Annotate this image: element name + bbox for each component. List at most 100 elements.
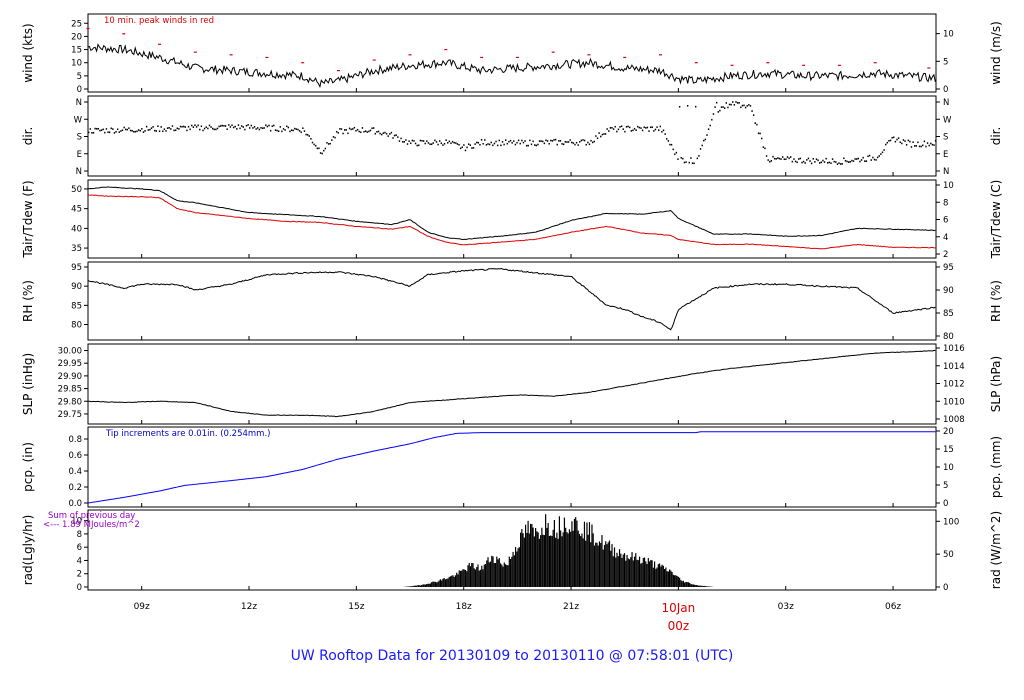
dir-point (405, 139, 407, 141)
dir-point (575, 141, 578, 144)
rad-annotation-line: Sum of previous day (48, 511, 135, 521)
dir-point (255, 128, 257, 130)
dir-point (717, 111, 719, 113)
dir-point (516, 141, 518, 144)
dir-point (509, 139, 512, 142)
dir-point (321, 152, 323, 155)
dir-point (419, 139, 422, 142)
dir-point (719, 109, 721, 112)
dir-point (622, 128, 624, 130)
dir-point (232, 126, 235, 129)
y-tick-label-right: 6 (943, 216, 948, 226)
dir-point (313, 143, 315, 146)
dir-point (546, 140, 549, 142)
dir-point (643, 126, 645, 129)
dir-point (406, 143, 409, 145)
peak-wind-mark (480, 56, 484, 59)
dir-point (464, 149, 467, 152)
dir-point (693, 162, 695, 165)
dir-point (298, 130, 301, 132)
dir-point (677, 158, 679, 160)
dir-point (556, 143, 558, 146)
dir-point (583, 139, 586, 142)
dir-point (625, 125, 628, 128)
dir-point (810, 162, 813, 165)
rad-annotation-line: <--- 1.89 MJoules/m^2 (43, 520, 140, 530)
dir-point (261, 127, 264, 130)
dir-point (226, 128, 228, 130)
series-dir-0 (88, 101, 937, 165)
dir-point (306, 134, 309, 136)
dir-point (323, 149, 325, 152)
dir-point (893, 136, 895, 139)
panel-annotation: Tip increments are 0.01in. (0.254mm.) (105, 429, 270, 439)
dir-point (152, 126, 154, 128)
dir-point (804, 162, 806, 164)
dir-point (772, 155, 774, 158)
dir-point (543, 142, 546, 145)
y-tick-label-right: 15 (943, 445, 954, 455)
dir-point (659, 125, 661, 128)
dir-point (907, 139, 909, 142)
dir-point (195, 126, 198, 128)
dir-point (545, 139, 547, 142)
y-tick-label-left: 50 (71, 185, 82, 195)
dir-point (905, 144, 908, 146)
dir-point (883, 149, 885, 151)
y-tick-label-right: 5 (943, 57, 948, 67)
dir-point (864, 160, 866, 162)
dir-point (572, 142, 575, 144)
dir-point (852, 160, 855, 162)
dir-point (624, 130, 626, 133)
dir-point (820, 161, 823, 164)
dir-point (690, 157, 692, 159)
dir-point (353, 126, 356, 129)
dir-point (202, 129, 204, 132)
dir-point (168, 126, 170, 129)
dir-point (926, 142, 929, 144)
dir-point (403, 141, 405, 143)
y-tick-label-right: 10 (943, 30, 954, 40)
y-tick-label-right: N (943, 98, 949, 108)
dir-point (559, 140, 562, 142)
dir-point (756, 123, 758, 126)
dir-point (598, 132, 600, 134)
dir-point (503, 143, 505, 146)
panel-frame (87, 426, 937, 508)
dir-point (145, 125, 148, 128)
dir-point (582, 139, 584, 141)
dir-point (754, 122, 756, 124)
dir-point (229, 126, 232, 128)
y-tick-label-right: 0 (943, 85, 948, 95)
dir-point (707, 128, 710, 131)
dir-point (822, 159, 824, 162)
dir-point (524, 140, 526, 142)
dir-point (182, 125, 185, 128)
dir-point (566, 141, 568, 143)
dir-point (867, 155, 869, 158)
dir-point (878, 155, 880, 157)
dir-point (904, 140, 906, 142)
dir-point (614, 125, 616, 128)
dir-point (525, 144, 528, 147)
dir-point (331, 139, 333, 141)
series-temp-tdew (87, 194, 936, 250)
dir-point (736, 102, 739, 104)
dir-point (740, 106, 742, 109)
dir-point (807, 157, 810, 160)
dir-point (775, 158, 777, 160)
dir-point (210, 126, 212, 128)
y-tick-label-left: 29.90 (58, 372, 82, 382)
dir-point (637, 125, 639, 128)
dir-point (901, 142, 903, 145)
dir-point (527, 144, 529, 147)
dir-point (440, 142, 443, 145)
series-pcp-0 (87, 431, 936, 504)
dir-point (150, 127, 153, 129)
dir-point (289, 130, 291, 133)
dir-point (529, 139, 531, 142)
panel-pcp: 0.0 0.2 0.4 0.6 0.8 0 5 10 15 20 pcp. (in) pcp. (mm… (21, 426, 1003, 509)
dir-point (551, 140, 554, 142)
dir-point (806, 159, 808, 161)
dir-point (398, 140, 401, 142)
